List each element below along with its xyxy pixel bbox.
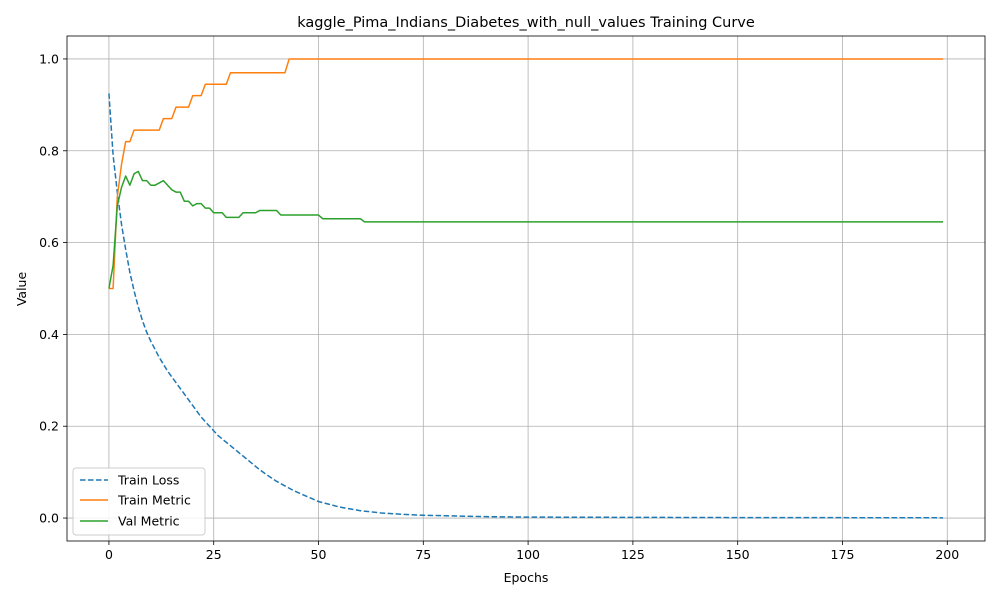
series-line-train-metric [108,58,944,290]
legend-box [72,467,206,536]
series-line-train-loss [108,93,944,519]
legend-label-train-metric: Train Metric [117,493,191,508]
x-axis-label: Epochs [504,570,549,585]
series-line-val-metric [108,170,944,289]
y-tick-label: 0.4 [39,327,59,342]
y-tick-label: 1.0 [39,51,59,66]
x-tick-label: 150 [726,547,750,562]
x-tick-label: 75 [415,547,431,562]
y-tick-label: 0.2 [39,419,59,434]
x-tick-label: 25 [206,547,222,562]
x-tick-label: 125 [621,547,645,562]
y-tick-label: 0.6 [39,235,59,250]
axis-ticks: 0 25 50 75 100 125 150 175 200 0.0 0.2 0.4 0.6 0.8 1.0 [39,51,959,562]
x-tick-label: 50 [311,547,327,562]
chart-title: kaggle_Pima_Indians_Diabetes_with_null_v… [297,15,755,31]
plot-frame [66,35,986,542]
y-tick-label: 0.8 [39,143,59,158]
legend: Train Loss Train Metric Val Metric [72,467,206,536]
legend-label-train-loss: Train Loss [117,473,179,488]
y-tick-label: 0.0 [39,511,59,526]
x-tick-label: 100 [516,547,540,562]
x-tick-label: 200 [935,547,959,562]
plot-series [108,58,944,519]
y-axis-label: Value [14,272,29,307]
legend-label-val-metric: Val Metric [118,514,180,529]
x-tick-label: 175 [831,547,855,562]
x-tick-label: 0 [105,547,113,562]
